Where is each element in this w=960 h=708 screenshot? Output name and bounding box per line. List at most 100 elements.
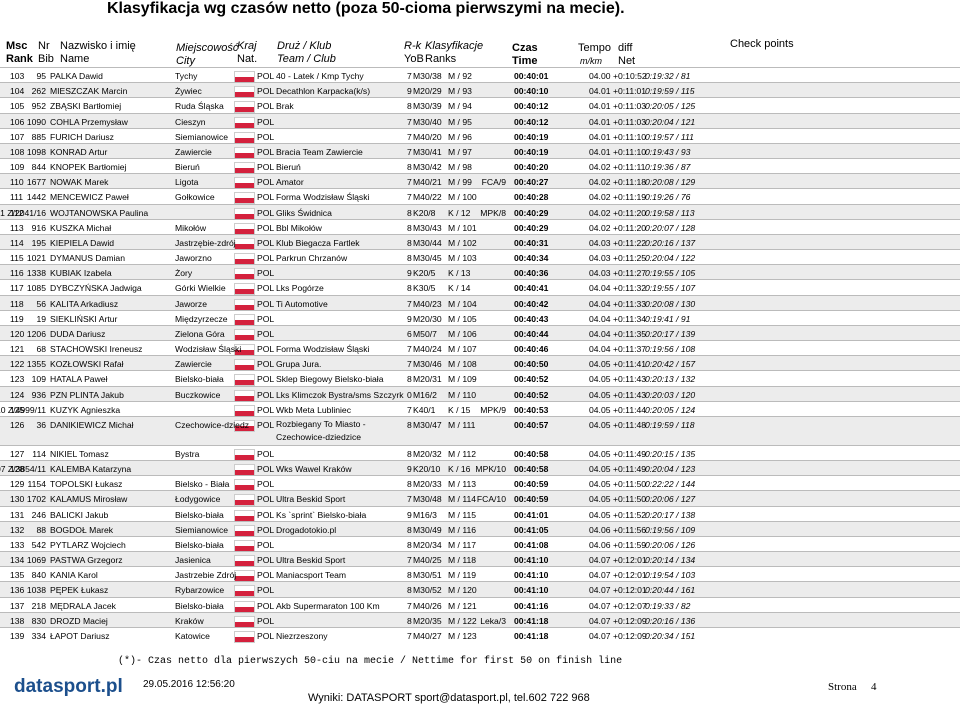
diff-cell: +0:11:19 <box>613 192 647 203</box>
tempo-cell: 04.05 <box>589 389 611 400</box>
diff-cell: +0:12:01 <box>613 585 647 596</box>
bib-cell: 1807 Z/3854/11 <box>0 464 46 475</box>
logo: datasport.pl <box>14 676 123 697</box>
time-cell: 00:40:28 <box>514 192 549 203</box>
tempo-cell: 04.01 <box>589 116 611 127</box>
time-cell: 00:40:41 <box>514 283 549 294</box>
yob-cell: 7 <box>407 630 412 641</box>
nat-cell: POL <box>257 615 275 626</box>
city-cell: Gołkowice <box>175 192 215 203</box>
result-row: 139 334 ŁAPOT Dariusz Katowice POL Niezrzeszo… <box>0 626 960 643</box>
team-cell: 40 - Latek / Kmp Tychy <box>276 71 364 81</box>
city-cell: Cieszyn <box>175 116 206 127</box>
diff-cell: +0:11:27 <box>613 268 647 279</box>
checkpoint-cell: 0:20:07 / 128 <box>645 222 696 233</box>
category-cell: M30/43 <box>413 222 442 233</box>
rank-cell: 139 <box>10 630 25 641</box>
bib-cell: 1821 Z/2041/16 <box>0 207 46 218</box>
time-cell: 00:40:01 <box>514 71 549 81</box>
bib-cell: 1038 <box>26 585 46 596</box>
rank-cell: 115 <box>10 253 24 264</box>
name-cell: PĘPEK Łukasz <box>50 585 109 596</box>
checkpoint-cell: 0:20:34 / 151 <box>645 630 696 641</box>
tempo-cell: 04.06 <box>589 539 611 550</box>
tempo-cell: 04.05 <box>589 448 611 459</box>
category-cell: M40/23 <box>413 298 442 309</box>
col-header: YoB <box>404 53 424 65</box>
checkpoint-cell: 0:19:55 / 105 <box>645 268 696 279</box>
nat-cell: POL <box>257 419 275 430</box>
flag <box>234 419 255 432</box>
tempo-cell: 04.02 <box>589 162 611 173</box>
tempo-cell: 04.04 <box>589 298 611 309</box>
rank-cell: M / 98 <box>448 162 472 173</box>
category-cell: M30/52 <box>413 585 442 596</box>
rank-cell: M / 108 <box>448 359 477 370</box>
category-cell: M50/7 <box>413 328 437 339</box>
category-cell: M30/47 <box>413 419 442 430</box>
tempo-cell: 04.07 <box>589 630 611 641</box>
name-cell: KIEPIELA Dawid <box>50 237 115 248</box>
yob-cell: 8 <box>407 222 412 233</box>
time-cell: 00:40:59 <box>514 494 549 505</box>
result-row: 135 840 KANIA Karol Jastrzebie Zdrój POL Mani… <box>0 566 960 583</box>
time-cell: 00:40:52 <box>514 374 549 385</box>
time-cell: 00:40:36 <box>514 268 549 279</box>
yob-cell: 8 <box>407 207 412 218</box>
class-cell: MPK/8 <box>480 207 506 218</box>
col-header: Net <box>618 55 636 67</box>
time-cell: 00:40:58 <box>514 448 549 459</box>
col-header: Name <box>60 53 90 65</box>
checkpoint-cell: 0:19:36 / 87 <box>645 162 691 173</box>
col-header: Ranks <box>425 53 457 65</box>
time-cell: 00:40:31 <box>514 237 549 248</box>
nat-cell: POL <box>257 374 275 385</box>
checkpoint-cell: 0:19:57 / 111 <box>645 131 694 142</box>
time-cell: 00:41:18 <box>514 615 549 626</box>
diff-cell: +0:11:03 <box>613 101 647 112</box>
time-cell: 00:40:59 <box>514 479 549 490</box>
diff-cell: +0:11:43 <box>613 374 647 385</box>
tempo-cell: 04.05 <box>589 404 611 415</box>
city-cell: Siemianowice <box>175 131 229 142</box>
category-cell: M40/20 <box>413 131 442 142</box>
city-cell: Siemianowice <box>175 524 229 535</box>
yob-cell: 8 <box>407 162 412 173</box>
team-cell: Bieruń <box>276 162 301 173</box>
city-cell: Bielsko-biała <box>175 600 224 611</box>
rank-cell: 104 <box>10 86 25 97</box>
rank-cell: 119 <box>10 313 24 324</box>
bib-cell: 1702 <box>26 494 46 505</box>
name-cell: SIEKLIŃSKI Artur <box>50 313 118 324</box>
team-cell: Grupa Jura. <box>276 359 322 370</box>
rank-cell: 121 <box>10 344 25 355</box>
result-row: 137 218 MĘDRALA Jacek Bielsko-biała POL Akb S… <box>0 596 960 613</box>
diff-cell: +0:12:09 <box>613 615 647 626</box>
tempo-cell: 04.02 <box>589 207 611 218</box>
rank-cell: 111 <box>10 192 24 203</box>
diff-cell: +0:11:59 <box>613 539 647 550</box>
result-row: 105 952 ZBĄSKI Bartłomiej Ruda Śląska POL Bra… <box>0 97 960 114</box>
yob-cell: 8 <box>407 524 412 535</box>
name-cell: KONRAD Artur <box>50 146 108 157</box>
diff-cell: +0:11:52 <box>613 509 647 520</box>
result-row: 107 885 FURICH Dariusz Siemianowice POL 7 M40/… <box>0 127 960 144</box>
result-row: 136 1038 PĘPEK Łukasz Rybarzowice POL 8 M30/52… <box>0 581 960 598</box>
rank-cell: M / 123 <box>448 630 477 641</box>
category-cell: M30/46 <box>413 359 442 370</box>
result-row: 122 1355 KOZŁOWSKI Rafał Zawiercie POL Grupa … <box>0 355 960 372</box>
name-cell: NOWAK Marek <box>50 177 109 188</box>
time-cell: 00:41:10 <box>514 585 549 596</box>
tempo-cell: 04.03 <box>589 268 611 279</box>
rank-cell: M / 92 <box>448 71 472 81</box>
diff-cell: +0:11:37 <box>613 344 647 355</box>
checkpoint-cell: 0:20:04 / 121 <box>645 116 696 127</box>
time-cell: 00:40:50 <box>514 359 549 370</box>
time-cell: 00:40:46 <box>514 344 549 355</box>
team-cell: Amator <box>276 177 304 188</box>
class-cell: MPK/9 <box>480 404 506 415</box>
checkpoint-cell: 0:19:58 / 113 <box>645 207 695 218</box>
time-cell: 00:40:42 <box>514 298 549 309</box>
category-cell: M40/25 <box>413 555 442 566</box>
name-cell: DROZD Maciej <box>50 615 108 626</box>
